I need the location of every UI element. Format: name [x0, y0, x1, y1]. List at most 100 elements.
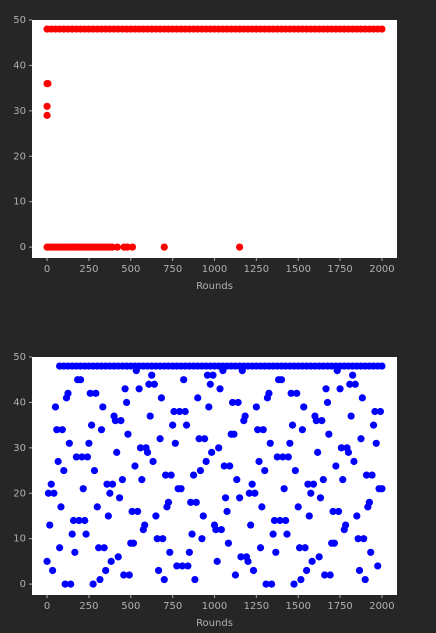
point [325, 430, 333, 438]
point [275, 376, 283, 384]
point [97, 426, 106, 434]
point [262, 580, 270, 588]
point [132, 367, 140, 375]
point [202, 457, 210, 466]
point [301, 544, 309, 552]
x-tick-label: 1750 [327, 601, 352, 612]
point [231, 571, 240, 579]
point [53, 426, 61, 434]
x-tick-label: 750 [163, 601, 182, 612]
point [273, 453, 281, 461]
point [266, 439, 274, 447]
point [138, 476, 146, 484]
point [67, 580, 75, 588]
point [156, 435, 164, 443]
point [255, 457, 263, 466]
point [75, 516, 83, 525]
point [62, 394, 71, 402]
point [375, 485, 383, 493]
point [272, 548, 280, 556]
point [90, 466, 99, 475]
point [212, 525, 220, 534]
point [68, 530, 76, 538]
point [233, 476, 241, 484]
point [254, 426, 262, 434]
point [357, 435, 365, 443]
point [346, 380, 354, 388]
point [238, 367, 246, 375]
point [160, 575, 168, 584]
point [247, 521, 255, 529]
point [215, 444, 223, 452]
point [142, 444, 150, 452]
point [302, 566, 311, 575]
point [341, 521, 350, 529]
point [195, 435, 203, 443]
point [304, 480, 312, 488]
point [57, 503, 65, 511]
x-tick-label: 500 [121, 601, 140, 612]
point [241, 412, 249, 420]
point [171, 439, 179, 447]
point [148, 371, 156, 379]
x-tick-label: 250 [79, 601, 98, 612]
point [329, 507, 337, 516]
point [258, 503, 266, 511]
y-tick-label: 20 [13, 151, 26, 162]
point [125, 571, 133, 579]
point [123, 243, 132, 251]
point [174, 485, 182, 493]
point [376, 407, 385, 416]
point [114, 553, 122, 561]
point [300, 403, 308, 411]
point [203, 371, 212, 379]
point [298, 426, 307, 434]
y-tick-label: 20 [13, 488, 26, 499]
plot-area [32, 357, 397, 595]
point [106, 489, 114, 497]
point [95, 544, 103, 552]
point [230, 430, 238, 438]
point [276, 516, 284, 525]
point [86, 389, 94, 397]
point [43, 111, 51, 119]
point [188, 530, 196, 538]
point [287, 389, 295, 397]
point [307, 489, 315, 497]
point [371, 407, 379, 416]
point [128, 243, 137, 251]
point [89, 580, 97, 588]
point [180, 376, 188, 384]
y-tick-label: 10 [13, 197, 26, 208]
point [228, 398, 237, 407]
point [295, 544, 304, 552]
point [135, 385, 143, 393]
point [245, 489, 253, 497]
point [360, 535, 368, 543]
point [294, 503, 302, 511]
point [368, 471, 376, 479]
y-tick-label: 40 [13, 60, 26, 71]
point [280, 485, 288, 493]
point [47, 480, 55, 488]
x-tick-label: 1250 [244, 601, 269, 612]
point [74, 376, 82, 384]
y-tick-label: 0 [20, 579, 26, 590]
y-tick-label: 30 [13, 443, 26, 454]
x-tick-label: 2000 [369, 601, 394, 612]
point [378, 362, 386, 370]
point [136, 444, 145, 452]
point [297, 575, 305, 584]
point [337, 444, 346, 452]
point [108, 480, 117, 488]
point [269, 530, 277, 538]
point [267, 580, 276, 588]
point [201, 435, 209, 443]
point [60, 466, 68, 475]
point [82, 530, 90, 538]
point [85, 439, 93, 447]
point [315, 553, 323, 561]
point [221, 494, 230, 502]
point [50, 489, 58, 497]
x-tick-label: 1000 [202, 601, 227, 612]
